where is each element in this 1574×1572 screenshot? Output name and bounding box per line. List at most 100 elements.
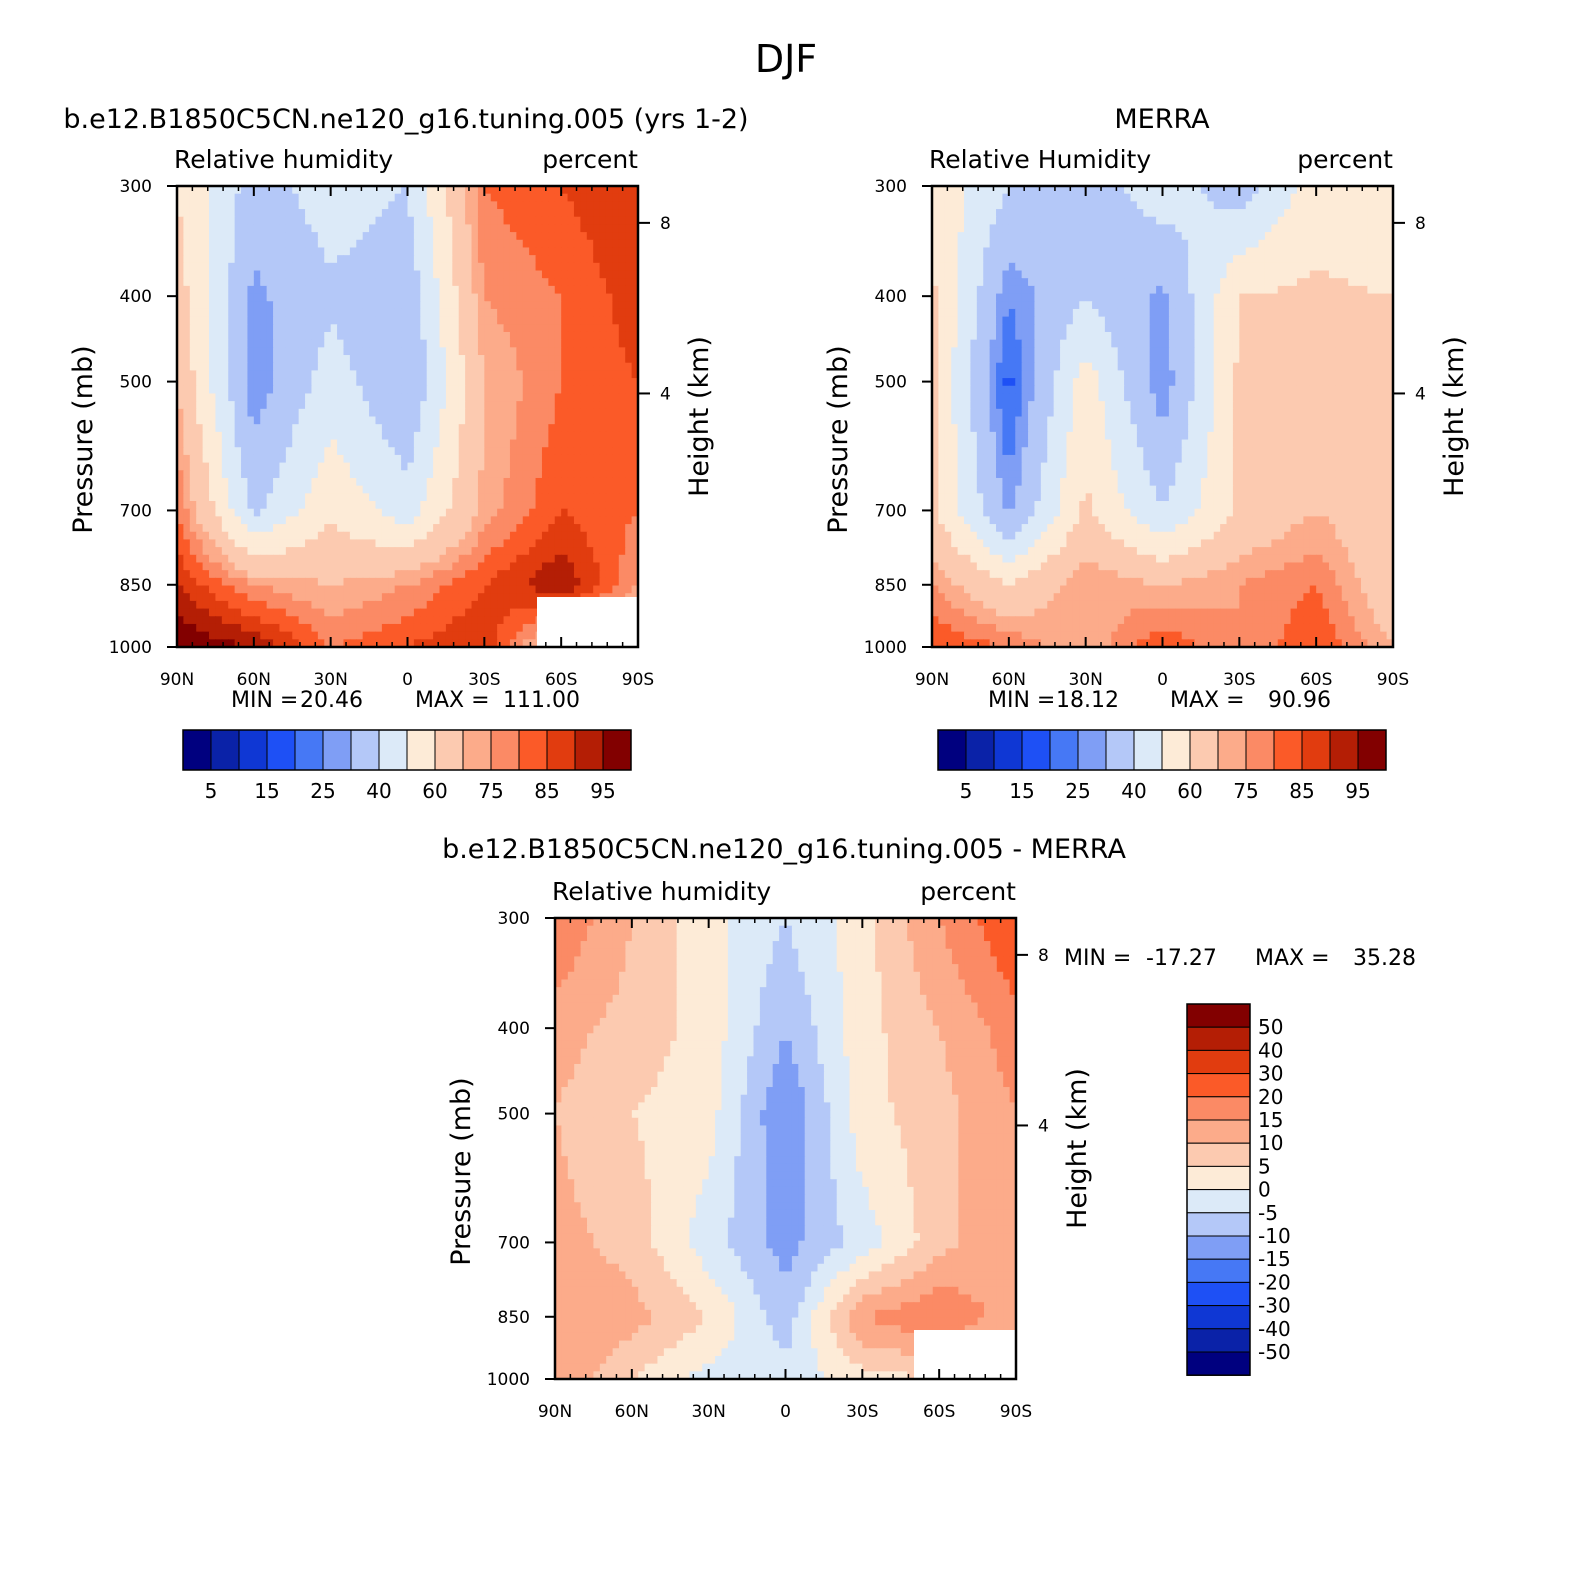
contour-cell: [369, 470, 377, 479]
contour-cell: [625, 278, 633, 287]
contour-cell: [311, 209, 319, 218]
contour-cell: [292, 608, 300, 617]
contour-cell: [484, 293, 492, 302]
contour-cell: [503, 562, 511, 571]
contour-cell: [612, 193, 620, 202]
contour-cell: [465, 477, 473, 487]
contour-cell: [221, 531, 229, 541]
contour-cell: [452, 600, 460, 610]
contour-cell: [471, 454, 479, 464]
contour-cell: [586, 278, 594, 287]
contour-cell: [247, 616, 255, 625]
contour-cell: [618, 516, 626, 525]
contour-cell: [605, 301, 613, 310]
contour-cell: [548, 193, 556, 202]
contour-cell: [337, 547, 345, 556]
contour-cell: [1258, 216, 1266, 226]
contour-cell: [292, 631, 300, 640]
contour-cell: [375, 355, 383, 364]
contour-cell: [234, 462, 242, 471]
contour-cell: [311, 585, 319, 594]
contour-cell: [625, 224, 633, 233]
contour-cell: [177, 224, 184, 233]
contour-cell: [548, 462, 556, 471]
contour-cell: [964, 224, 972, 233]
contour-cell: [305, 608, 313, 617]
contour-cell: [580, 585, 588, 594]
contour-cell: [439, 401, 447, 410]
contour-cell: [465, 562, 473, 571]
contour-cell: [503, 485, 511, 494]
contour-cell: [407, 224, 415, 233]
contour-cell: [324, 431, 332, 441]
contour-cell: [177, 385, 184, 395]
contour-cell: [548, 447, 556, 456]
contour-cell: [471, 424, 479, 433]
contour-cell: [465, 293, 473, 302]
contour-cell: [433, 385, 441, 395]
contour-cell: [625, 193, 633, 202]
contour-cell: [356, 339, 364, 348]
contour-cell: [375, 424, 383, 433]
contour-cell: [541, 477, 549, 487]
contour-cell: [260, 308, 268, 318]
contour-cell: [439, 408, 447, 418]
contour-cell: [285, 516, 293, 525]
contour-cell: [1245, 216, 1253, 226]
contour-cell: [253, 516, 261, 525]
contour-cell: [522, 308, 530, 318]
contour-cell: [215, 331, 223, 341]
contour-cell: [260, 209, 268, 218]
contour-cell: [612, 454, 620, 464]
contour-cell: [305, 623, 313, 633]
contour-cell: [516, 370, 524, 379]
contour-cell: [228, 524, 236, 533]
contour-cell: [490, 339, 498, 348]
contour-cell: [279, 186, 287, 195]
contour-cell: [189, 362, 197, 371]
contour-cell: [209, 562, 217, 571]
contour-cell: [593, 186, 601, 195]
contour-cell: [215, 524, 223, 533]
contour-cell: [183, 301, 191, 310]
contour-cell: [445, 270, 453, 279]
contour-cell: [529, 362, 537, 371]
contour-cell: [221, 401, 229, 410]
contour-cell: [516, 431, 524, 441]
contour-cell: [548, 539, 556, 548]
contour-cell: [362, 462, 370, 471]
contour-cell: [298, 362, 306, 371]
contour-cell: [234, 262, 242, 272]
contour-cell: [580, 285, 588, 295]
contour-cell: [356, 462, 364, 471]
contour-cell: [1296, 224, 1304, 233]
contour-cell: [292, 270, 300, 279]
contour-cell: [1309, 216, 1317, 226]
contour-cell: [1168, 216, 1176, 226]
contour-cell: [1124, 239, 1132, 249]
contour-cell: [1149, 193, 1157, 202]
contour-cell: [1373, 216, 1381, 226]
contour-cell: [477, 186, 485, 195]
contour-cell: [305, 339, 313, 348]
contour-cell: [426, 270, 434, 279]
contour-cell: [586, 232, 594, 241]
contour-cell: [426, 308, 434, 318]
contour-cell: [228, 462, 236, 471]
contour-cell: [458, 247, 466, 256]
contour-cell: [529, 393, 537, 402]
contour-cell: [273, 255, 281, 264]
contour-cell: [279, 570, 287, 579]
contour-cell: [484, 577, 492, 587]
contour-cell: [247, 362, 255, 371]
contour-cell: [944, 224, 952, 233]
contour-cell: [279, 539, 287, 548]
contour-cell: [183, 285, 191, 295]
contour-cell: [1053, 239, 1061, 249]
contour-cell: [503, 585, 511, 594]
contour-cell: [458, 355, 466, 364]
contour-cell: [388, 508, 396, 517]
contour-cell: [420, 209, 428, 218]
contour-cell: [477, 347, 485, 356]
contour-cell: [458, 201, 466, 210]
